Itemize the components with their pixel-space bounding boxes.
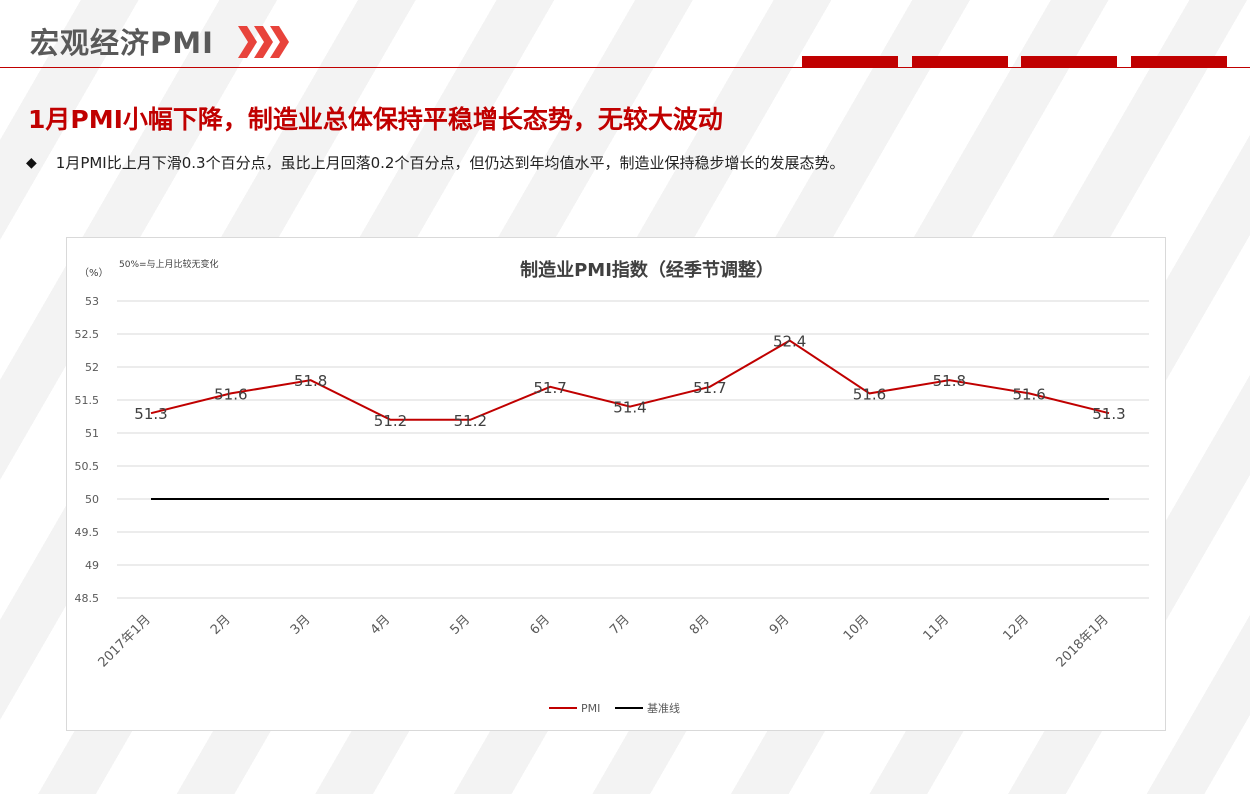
chart-legend: PMI 基准线 [549,701,680,715]
data-label: 51.3 [1092,405,1125,423]
chart-note: 50%=与上月比较无变化 [119,258,219,270]
data-label: 51.6 [853,385,886,403]
data-label: 51.7 [693,379,726,397]
x-tick-label: 10月 [841,612,872,643]
y-tick-label: 48.5 [75,592,100,605]
gridlines [117,300,1149,599]
data-label: 51.3 [134,405,167,423]
y-tick-label: 49.5 [75,526,100,539]
header-accent-bar [1021,56,1117,67]
x-axis-ticks: 2017年1月 2月 3月 4月 5月 6月 7月 8月 9月 10月 11月 12月 2018年1月 [96,612,1112,670]
y-axis-unit: （%） [79,267,109,279]
y-axis-ticks: 53 52.5 52 51.5 51 50.5 50 49.5 49 48.5 [75,295,100,605]
chart-title: 制造业PMI指数（经季节调整） [520,259,774,281]
y-tick-label: 49 [85,559,99,572]
data-label: 52.4 [773,333,806,351]
chart-panel: 制造业PMI指数（经季节调整） 50%=与上月比较无变化 （%） 53 52.5 5… [66,237,1166,731]
x-tick-label: 11月 [921,612,952,643]
data-labels: 51.3 51.6 51.8 51.2 51.2 51.7 51.4 51.7 52.4 51.6… [134,333,1125,430]
pmi-series-line [150,339,1110,421]
x-tick-label: 8月 [687,612,713,638]
x-tick-label: 2018年1月 [1054,612,1112,670]
y-tick-label: 51 [85,427,99,440]
y-tick-label: 53 [85,295,99,308]
legend-label: 基准线 [647,701,680,715]
x-tick-label: 4月 [368,612,394,638]
x-tick-label: 9月 [767,612,793,638]
y-tick-label: 51.5 [75,394,100,407]
legend-label: PMI [581,702,600,715]
data-label: 51.6 [214,385,247,403]
slide-headline: 1月PMI小幅下降，制造业总体保持平稳增长态势，无较大波动 [28,105,723,134]
y-tick-label: 50.5 [75,460,100,473]
x-tick-label: 12月 [1000,612,1031,643]
x-tick-label: 6月 [527,612,553,638]
bullet-text: 1月PMI比上月下滑0.3个百分点，虽比上月回落0.2个百分点，但仍达到年均值水… [55,154,845,172]
data-label: 51.7 [533,379,566,397]
data-label: 51.8 [933,372,966,390]
x-tick-label: 2月 [208,612,234,638]
data-label: 51.4 [613,399,646,417]
header-divider [0,67,1250,68]
page-header: 宏观经济PMI [0,0,1250,68]
bullet-point: ◆ 1月PMI比上月下滑0.3个百分点，虽比上月回落0.2个百分点，但仍达到年均… [26,152,844,173]
section-title: 宏观经济PMI [30,26,214,60]
chevron-arrows-icon [238,26,289,58]
pmi-line-chart: 制造业PMI指数（经季节调整） 50%=与上月比较无变化 （%） 5352.55… [75,258,1149,715]
header-accent-bar [1131,56,1227,67]
data-label: 51.2 [374,412,407,430]
x-tick-label: 2017年1月 [96,612,154,670]
data-label: 51.2 [454,412,487,430]
data-label: 51.6 [1012,385,1045,403]
y-tick-label: 52 [85,361,99,374]
x-tick-label: 5月 [448,612,474,638]
series-lines [150,339,1110,500]
x-tick-label: 3月 [288,612,314,638]
x-tick-label: 7月 [607,612,633,638]
diamond-bullet-icon: ◆ [26,154,37,171]
header-accent-bar [802,56,898,67]
header-accent-bar [912,56,1008,67]
y-tick-label: 50 [85,493,99,506]
y-tick-label: 52.5 [75,328,100,341]
data-label: 51.8 [294,372,327,390]
